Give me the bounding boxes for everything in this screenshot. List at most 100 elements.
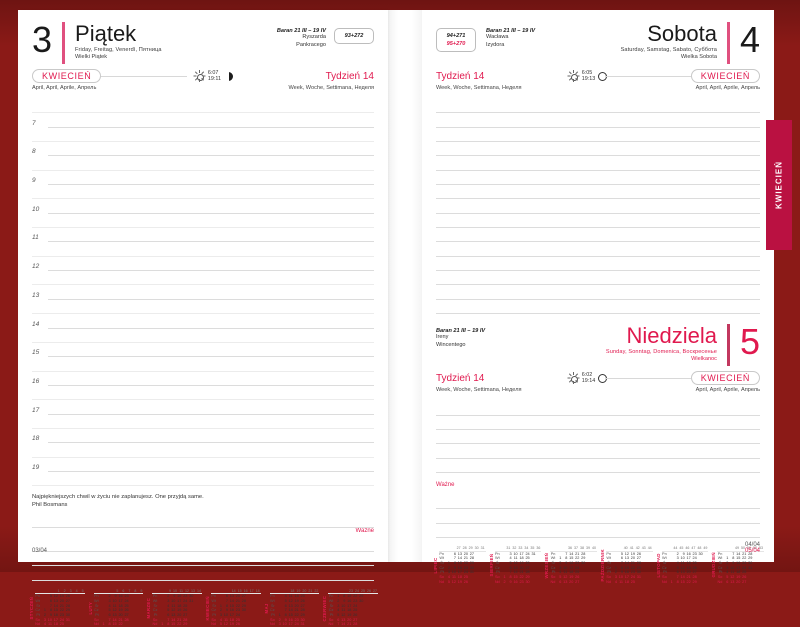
friday-accent-bar (62, 22, 66, 64)
mini-calendar-month-label: MARZEC (146, 597, 152, 619)
mini-calendar-month-label: LIPIEC (433, 557, 438, 574)
note-line[interactable] (436, 99, 760, 114)
note-line[interactable] (436, 228, 760, 243)
hour-row[interactable]: 17 (32, 400, 374, 415)
hour-row[interactable]: 19 (32, 458, 374, 473)
rule-line[interactable] (32, 242, 374, 258)
rule-line[interactable] (32, 214, 374, 229)
note-line[interactable] (436, 214, 760, 229)
rule-line[interactable] (32, 386, 374, 401)
friday-month-translations: April, April, Aprile, Апрель (32, 85, 97, 91)
rule-line[interactable] (32, 185, 374, 200)
mini-calendar[interactable]: WRZESIEŃ 36 37 38 39 40 Pn 7 14 21 28 Wt 1 8 15 22 29 Śr 2… (543, 546, 598, 585)
right-page-number-top: 04/04 (744, 542, 760, 548)
note-line[interactable] (436, 300, 760, 315)
mini-calendar[interactable]: KWIECIEŃ 14 15 16 17 18 Pn 6 13 20 27 Wt 7 14 21 28 Śr 1 8… (204, 589, 261, 627)
note-line[interactable] (436, 242, 760, 258)
mini-calendar-grid: 9 10 11 12 13 14 Pn 2 9 16 23 30 Wt 3 10 17 24 31 Śr 4 11 18 2… (152, 589, 203, 627)
mini-calendar-day-cells: 4 11 18 25 (614, 579, 636, 584)
mini-calendar-day-label: Wt (495, 556, 500, 561)
note-line[interactable] (436, 171, 760, 186)
rule-line[interactable] (32, 156, 374, 172)
hour-row[interactable]: 8 (32, 142, 374, 157)
note-line[interactable] (436, 401, 760, 416)
note-line[interactable] (436, 113, 760, 129)
quote-author: Phil Bosmans (32, 502, 68, 509)
note-line[interactable] (436, 285, 760, 301)
sunday-month-translations: April, April, Aprile, Апрель (695, 387, 760, 394)
mini-calendar[interactable]: LIPIEC 27 28 29 30 31 Pn 6 13 20 27 Wt 7 14 21 28 Śr 1 8 15… (432, 546, 486, 585)
mini-calendar[interactable]: SIERPIEŃ 31 32 33 34 35 36 Pn 3 10 17 24 31 Wt 4 11 18 25… (488, 546, 542, 585)
mini-calendar-day-cells: 3 10 17 24 31 (726, 565, 753, 570)
note-line[interactable] (32, 513, 374, 528)
mini-calendar-grid: 40 41 42 43 44 Pn 5 12 19 26 Wt 6 13 20 27 Śr 7 14 21 28 Cz 1… (606, 546, 653, 585)
mini-calendar-day-cells: 5 12 19 26 (219, 622, 241, 627)
note-line[interactable] (436, 495, 760, 510)
hour-label: 13 (32, 291, 40, 299)
note-line[interactable] (436, 199, 760, 215)
rule-line[interactable] (32, 271, 374, 286)
mini-calendar-day-row: Nd 5 12 19 26 (439, 580, 486, 585)
note-line[interactable] (32, 538, 374, 553)
mini-calendar-day-label: Śr (607, 560, 612, 565)
mini-calendar-month-label: LISTOPAD (655, 553, 661, 578)
note-line[interactable] (436, 128, 760, 143)
hour-row[interactable]: 15 (32, 343, 374, 358)
sunday-date-number: 5 (739, 321, 760, 363)
saturday-sunset: 19:13 (581, 76, 596, 82)
mini-calendar-day-row: Cz 1 8 15 22 29 (606, 566, 653, 571)
mini-calendar-week-numbers: 31 32 33 34 35 36 (494, 546, 542, 552)
hour-row[interactable]: 12 (32, 257, 374, 272)
right-mini-calendars: LIPIEC 27 28 29 30 31 Pn 6 13 20 27 Wt 7 14 21 28 Śr 1 8 15… (422, 546, 774, 585)
hour-row[interactable]: 10 (32, 199, 374, 215)
rule-line[interactable] (32, 128, 374, 143)
hour-row[interactable]: 7 (32, 113, 374, 129)
saturday-rules (422, 99, 774, 315)
month-tab-label: KWIECIEŃ (774, 161, 784, 209)
note-line[interactable] (32, 566, 374, 582)
mini-calendar-week-numbers: 40 41 42 43 44 (606, 546, 653, 552)
mini-calendar-month-label: CZERWIEC (322, 595, 328, 621)
mini-calendar[interactable]: MARZEC 9 10 11 12 13 14 Pn 2 9 16 23 30 Wt 3 10 17 24 31 Śr… (145, 589, 203, 627)
note-line[interactable] (436, 416, 760, 431)
note-line[interactable] (436, 430, 760, 445)
hour-row[interactable]: 16 (32, 372, 374, 387)
mini-calendar[interactable]: STYCZEŃ 1 2 3 4 5 Pn 5 12 19 26 Wt 6 13 20 27 Śr 7 14 21 28 C… (28, 589, 85, 627)
mini-calendar-day-row: Cz 5 12 19 26 (662, 566, 709, 571)
note-line[interactable] (436, 509, 760, 524)
note-line[interactable] (436, 156, 760, 172)
mini-calendar[interactable]: CZERWIEC 23 24 25 26 27 Pn 1 8 15 22 29 Wt 2 9 16 23 30 Śr… (321, 589, 379, 627)
rule-line[interactable] (32, 443, 374, 458)
rule-line[interactable] (32, 357, 374, 372)
rule-line[interactable] (32, 415, 374, 430)
note-line[interactable] (436, 459, 760, 474)
mini-calendar-day-row: Nd 1 8 15 22 29 (662, 580, 709, 585)
hour-row[interactable]: 13 (32, 285, 374, 301)
note-line[interactable] (32, 552, 374, 567)
mini-calendar[interactable]: PAŹDZIERNIK 40 41 42 43 44 Pn 5 12 19 26 Wt 6 13 20 27 Ś… (599, 546, 653, 585)
rule-line[interactable] (32, 472, 374, 487)
rule-line[interactable] (32, 329, 374, 344)
hour-row[interactable]: 18 (32, 429, 374, 444)
month-tab-kwiecien[interactable]: KWIECIEŃ (766, 120, 792, 250)
hour-row[interactable]: 9 (32, 171, 374, 186)
rule-line[interactable] (32, 300, 374, 315)
friday-daycount: 93+272 (344, 33, 364, 39)
hour-row[interactable]: 14 (32, 314, 374, 329)
mini-calendar[interactable]: MAJ 18 19 20 21 22 Pn 4 11 18 25 Wt 5 12 19 26 Śr 6 13 20 27… (263, 589, 320, 627)
note-line[interactable] (436, 142, 760, 157)
note-line[interactable] (436, 524, 760, 539)
hour-row[interactable]: 11 (32, 228, 374, 243)
mini-calendar-day-label: Śr (495, 560, 500, 565)
mini-calendar[interactable]: LUTY 5 6 7 8 9 Pn 2 9 16 23 Wt 3 10 17 24 Śr 4 11 18 25 Cz 5 12… (87, 589, 144, 627)
rule-line[interactable] (32, 99, 374, 114)
mini-calendar-day-row: Wt 1 8 15 22 29 (550, 556, 597, 561)
sunday-holiday: Wielkanoc (691, 356, 717, 363)
mini-calendar[interactable]: LISTOPAD 44 45 46 47 48 49 Pn 2 9 16 23 30 Wt 3 10 17 24 Ś… (655, 546, 709, 585)
note-line[interactable] (436, 444, 760, 459)
note-line[interactable] (436, 257, 760, 272)
note-line[interactable] (436, 271, 760, 286)
friday-hour-rules: 7 8 9 10 11 12 13 14 15 16 17 (18, 99, 388, 487)
note-line[interactable] (436, 185, 760, 200)
left-page-number: 03/04 (32, 548, 48, 554)
